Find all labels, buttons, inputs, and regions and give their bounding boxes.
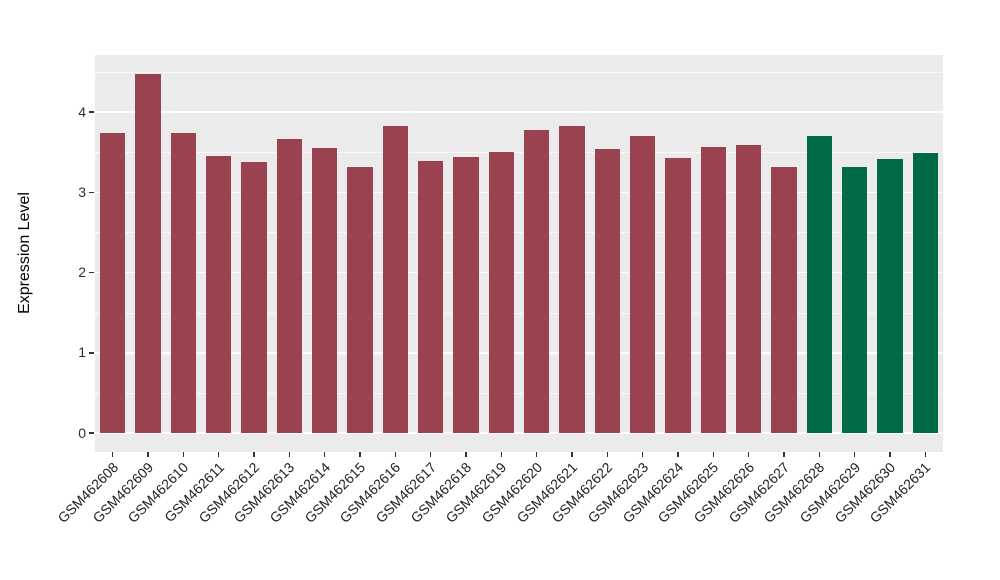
- bar-GSM462626: [735, 144, 762, 433]
- x-axis-tick: [465, 452, 467, 457]
- x-axis-tick: [535, 452, 538, 457]
- x-axis-tick: [924, 452, 927, 457]
- x-axis-tick: [606, 452, 609, 457]
- grid-major-line: [95, 271, 943, 274]
- x-axis-tick: [323, 452, 326, 457]
- x-axis-tick: [571, 452, 573, 457]
- grid-major-line: [95, 191, 943, 193]
- x-axis-tick: [253, 452, 255, 457]
- bar-GSM462618: [453, 156, 479, 433]
- x-axis-tick: [818, 452, 821, 457]
- x-axis-tick: [783, 452, 785, 457]
- bar-GSM462622: [594, 148, 621, 433]
- x-axis-tick: [747, 452, 750, 457]
- bar-GSM462609: [135, 74, 161, 433]
- bar-GSM462612: [241, 161, 267, 433]
- x-axis-tick: [217, 452, 220, 457]
- bar-GSM462619: [488, 152, 515, 433]
- grid-major-line: [95, 111, 943, 113]
- x-axis-tick: [641, 452, 644, 457]
- x-axis-tick: [359, 452, 361, 457]
- bar-GSM462611: [205, 156, 232, 433]
- grid-major-line: [95, 432, 943, 434]
- y-axis-title: Expression Level: [16, 192, 33, 314]
- y-axis-tick: [89, 352, 94, 354]
- bar-GSM462620: [523, 130, 550, 433]
- bar-GSM462631: [912, 152, 939, 433]
- y-axis-tick: [89, 432, 94, 434]
- bar-GSM462616: [382, 125, 409, 433]
- x-axis-tick: [288, 452, 291, 457]
- y-axis-tick-label: 1: [78, 344, 86, 361]
- bar-GSM462617: [417, 160, 444, 433]
- bar-GSM462628: [806, 136, 833, 433]
- plot-panel: [95, 55, 943, 452]
- bar-GSM462608: [99, 132, 126, 433]
- bar-GSM462625: [700, 147, 727, 433]
- bar-GSM462624: [665, 157, 691, 433]
- x-axis-tick: [853, 452, 856, 457]
- grid-minor-line: [95, 312, 943, 314]
- grid-minor-line: [95, 71, 943, 73]
- bar-GSM462629: [841, 166, 868, 433]
- y-axis-tick: [89, 271, 94, 274]
- bar-GSM462630: [877, 158, 903, 433]
- bar-GSM462627: [771, 166, 797, 433]
- grid-minor-line: [95, 232, 943, 234]
- bar-GSM462614: [311, 148, 338, 433]
- bar-GSM462613: [276, 139, 303, 433]
- grid-minor-line: [95, 392, 943, 394]
- y-axis-tick-label: 4: [78, 103, 86, 120]
- x-axis-tick: [111, 452, 114, 457]
- grid-major-line: [95, 352, 943, 354]
- y-axis-tick-label: 3: [78, 183, 86, 200]
- x-axis-tick: [429, 452, 432, 457]
- bar-GSM462623: [629, 136, 656, 433]
- x-axis-tick: [147, 452, 149, 457]
- x-axis-tick: [712, 452, 715, 457]
- grid-minor-line: [95, 152, 943, 154]
- x-axis-tick: [182, 452, 185, 457]
- x-axis-tick: [677, 452, 679, 457]
- y-axis-tick-label: 0: [78, 424, 86, 441]
- x-axis-tick: [394, 452, 397, 457]
- x-axis-tick: [889, 452, 891, 457]
- bar-GSM462621: [559, 126, 585, 433]
- x-axis-tick: [500, 452, 503, 457]
- y-axis-tick: [89, 191, 94, 193]
- y-axis-tick-label: 2: [78, 264, 86, 280]
- bar-GSM462610: [170, 132, 197, 433]
- y-axis-tick: [89, 111, 94, 113]
- bar-GSM462615: [347, 167, 373, 433]
